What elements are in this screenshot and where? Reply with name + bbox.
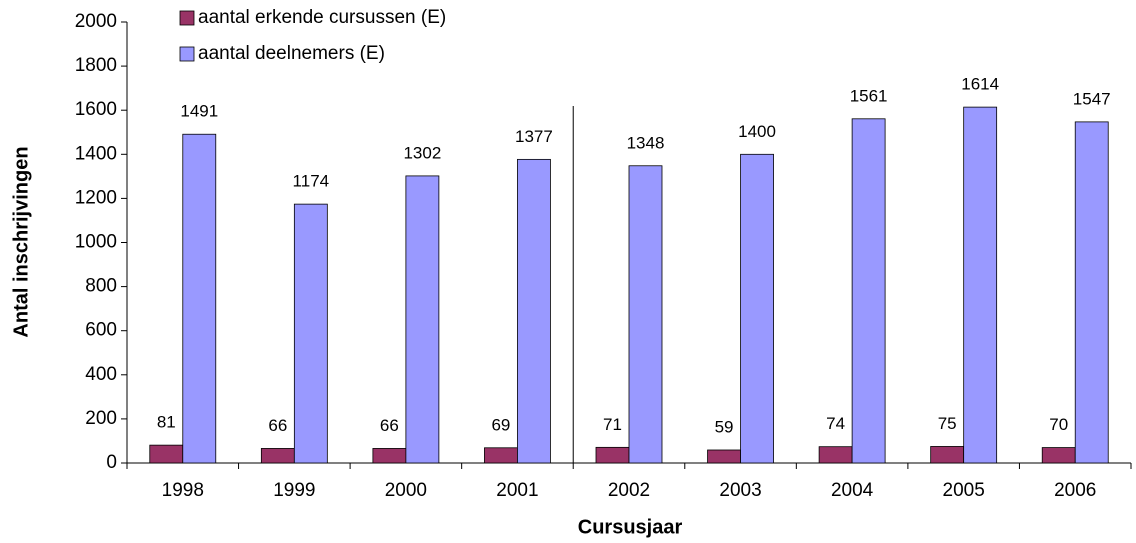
value-label: 1547 xyxy=(1073,89,1111,108)
bar xyxy=(149,444,184,464)
x-tick-label: 2000 xyxy=(385,480,427,501)
y-tick-label: 0 xyxy=(106,452,117,473)
value-label: 59 xyxy=(715,417,734,436)
y-tick-label: 2000 xyxy=(75,11,117,32)
y-tick-label: 400 xyxy=(85,364,117,385)
value-label: 70 xyxy=(1049,415,1068,434)
value-label: 1491 xyxy=(180,102,218,121)
bar xyxy=(182,133,217,464)
value-label: 1302 xyxy=(403,143,441,162)
x-tick-label: 2003 xyxy=(719,480,761,501)
bar xyxy=(595,446,630,464)
bar xyxy=(372,448,407,464)
x-tick-label: 1998 xyxy=(162,480,204,501)
bar xyxy=(707,449,741,464)
bar xyxy=(405,175,440,464)
y-tick-label: 800 xyxy=(85,276,117,297)
value-label: 66 xyxy=(380,416,399,435)
bar xyxy=(293,203,328,464)
x-axis-title: Cursusjaar xyxy=(578,516,683,538)
value-label: 81 xyxy=(157,413,176,432)
legend-label: aantal erkende cursussen (E) xyxy=(198,7,446,28)
y-tick-label: 1800 xyxy=(75,55,117,76)
bar xyxy=(517,158,551,464)
bar xyxy=(963,106,998,464)
y-tick-label: 1200 xyxy=(75,187,117,208)
value-label: 74 xyxy=(826,414,845,433)
bar xyxy=(740,153,774,464)
x-tick-label: 2004 xyxy=(831,480,874,501)
y-tick-label: 1600 xyxy=(75,99,117,120)
bar xyxy=(930,446,965,464)
x-tick-label: 2002 xyxy=(608,480,650,501)
bar xyxy=(628,165,663,464)
legend-swatch xyxy=(179,10,195,26)
legend-swatch xyxy=(179,46,195,62)
y-tick-label: 200 xyxy=(85,408,117,429)
x-tick-label: 2006 xyxy=(1054,480,1096,501)
bar xyxy=(1074,121,1109,464)
value-label: 1400 xyxy=(738,122,776,141)
x-tick-label: 1999 xyxy=(273,480,315,501)
x-tick-label: 2005 xyxy=(943,480,985,501)
y-axis-title: Antal inschrijvingen xyxy=(10,146,32,337)
y-tick-label: 1400 xyxy=(75,143,117,164)
legend-label: aantal deelnemers (E) xyxy=(198,43,385,64)
bar xyxy=(484,447,518,464)
bar xyxy=(1041,447,1076,464)
value-label: 1174 xyxy=(293,172,330,191)
bar xyxy=(851,118,886,464)
value-label: 1377 xyxy=(515,127,553,146)
y-tick-label: 600 xyxy=(85,320,117,341)
x-tick-label: 2001 xyxy=(496,480,538,501)
value-label: 1561 xyxy=(850,86,888,105)
value-label: 1614 xyxy=(961,75,999,94)
y-tick-label: 1000 xyxy=(75,232,117,253)
value-label: 1348 xyxy=(627,133,665,152)
value-label: 69 xyxy=(491,415,510,434)
value-label: 71 xyxy=(603,415,622,434)
value-label: 66 xyxy=(268,416,287,435)
bar xyxy=(260,448,295,464)
bar xyxy=(818,446,853,464)
value-label: 75 xyxy=(938,414,957,433)
